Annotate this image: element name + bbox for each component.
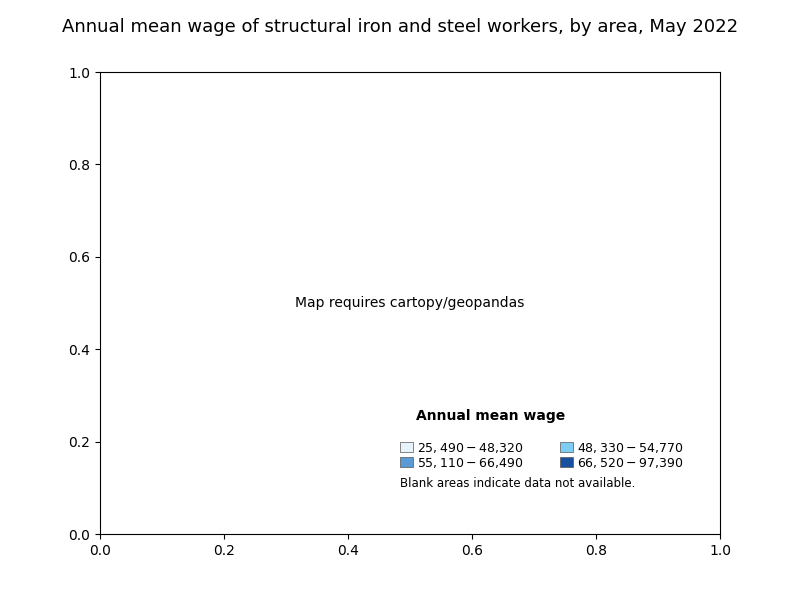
Text: Blank areas indicate data not available.: Blank areas indicate data not available. xyxy=(400,477,635,490)
Text: $25,490 - $48,320: $25,490 - $48,320 xyxy=(417,440,523,455)
Text: Map requires cartopy/geopandas: Map requires cartopy/geopandas xyxy=(295,296,525,310)
Text: $66,520 - $97,390: $66,520 - $97,390 xyxy=(577,455,683,470)
Text: Annual mean wage of structural iron and steel workers, by area, May 2022: Annual mean wage of structural iron and … xyxy=(62,18,738,36)
Text: $48,330 - $54,770: $48,330 - $54,770 xyxy=(577,440,683,455)
Text: Annual mean wage: Annual mean wage xyxy=(416,409,566,423)
Text: $55,110 - $66,490: $55,110 - $66,490 xyxy=(417,455,523,470)
